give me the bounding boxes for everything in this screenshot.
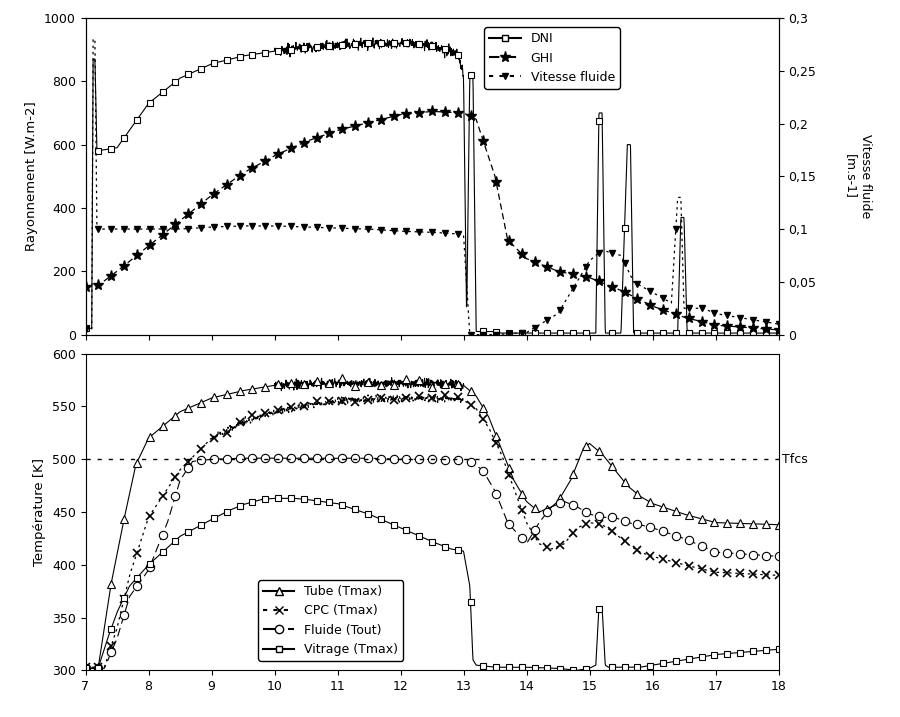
Text: Tfcs: Tfcs (781, 452, 807, 466)
Y-axis label: Rayonnement [W.m-2]: Rayonnement [W.m-2] (25, 101, 39, 251)
Legend: Tube (Tmax), CPC (Tmax), Fluide (Tout), Vitrage (Tmax): Tube (Tmax), CPC (Tmax), Fluide (Tout), … (258, 580, 403, 661)
Y-axis label: Vitesse fluide
[m.s-1]: Vitesse fluide [m.s-1] (844, 134, 872, 219)
Legend: DNI, GHI, Vitesse fluide: DNI, GHI, Vitesse fluide (484, 27, 620, 89)
Y-axis label: Température [K]: Température [K] (33, 458, 46, 566)
